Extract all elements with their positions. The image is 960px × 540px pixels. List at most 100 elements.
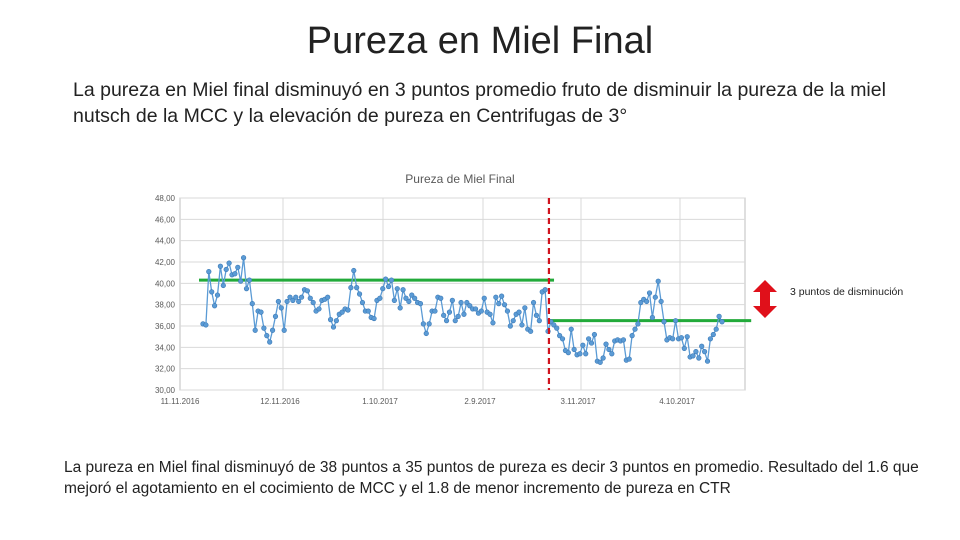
- data-point: [461, 311, 467, 317]
- data-point: [327, 317, 334, 323]
- data-point: [644, 298, 650, 305]
- data-point: [519, 322, 525, 328]
- data-point: [426, 321, 432, 327]
- data-point: [209, 289, 215, 295]
- data-point: [252, 327, 258, 333]
- data-point: [383, 276, 389, 282]
- data-point: [284, 298, 290, 305]
- data-point: [269, 327, 276, 333]
- data-point: [577, 351, 583, 357]
- data-point: [206, 268, 212, 275]
- data-point: [600, 355, 606, 361]
- data-point: [290, 297, 296, 303]
- data-point: [522, 305, 528, 311]
- data-point: [400, 287, 406, 293]
- data-point: [235, 264, 241, 270]
- data-point: [609, 351, 615, 357]
- data-point: [661, 319, 667, 325]
- data-point: [403, 295, 409, 301]
- data-point: [391, 297, 397, 303]
- double-arrow-icon: [753, 280, 777, 318]
- data-point: [238, 278, 244, 284]
- data-point: [354, 284, 360, 291]
- data-point: [629, 333, 635, 339]
- data-point: [571, 346, 577, 353]
- data-point: [261, 325, 267, 331]
- data-point: [325, 294, 331, 300]
- data-point: [481, 295, 487, 301]
- x-tick-label: 2.9.2017: [464, 397, 496, 406]
- data-point: [304, 288, 310, 294]
- decrease-annotation: 3 puntos de disminución: [790, 286, 904, 298]
- data-point: [501, 302, 508, 308]
- data-point: [638, 299, 644, 306]
- y-tick-label: 44,00: [155, 237, 176, 246]
- data-point: [226, 260, 232, 266]
- data-point: [443, 318, 450, 324]
- data-point: [620, 337, 627, 343]
- y-tick-label: 48,00: [155, 194, 176, 203]
- data-point: [699, 343, 705, 349]
- y-tick-label: 32,00: [155, 365, 176, 374]
- data-point: [310, 299, 316, 306]
- data-point: [696, 355, 702, 361]
- data-point: [371, 315, 377, 322]
- y-tick-label: 40,00: [155, 279, 176, 288]
- data-point: [240, 255, 247, 261]
- data-point: [223, 266, 229, 273]
- data-point: [348, 284, 354, 291]
- data-point: [719, 319, 725, 325]
- data-point: [487, 311, 493, 317]
- data-point: [377, 295, 383, 301]
- data-point: [365, 308, 371, 314]
- data-point: [359, 299, 366, 306]
- data-point: [264, 333, 270, 339]
- data-point: [673, 318, 679, 324]
- data-point: [449, 297, 455, 303]
- data-point: [681, 345, 687, 351]
- data-point: [246, 277, 252, 283]
- data-point: [345, 307, 351, 313]
- data-point: [307, 295, 313, 301]
- data-point: [591, 331, 598, 338]
- data-point: [536, 318, 542, 324]
- data-point: [493, 294, 499, 300]
- data-point: [533, 312, 540, 318]
- x-tick-label: 4.10.2017: [659, 397, 695, 406]
- data-point: [702, 349, 708, 355]
- data-point: [707, 336, 714, 342]
- data-point: [452, 318, 458, 324]
- data-point: [478, 308, 484, 314]
- data-point: [356, 291, 363, 297]
- data-point: [412, 295, 418, 301]
- data-point: [281, 327, 287, 333]
- data-point: [580, 342, 586, 348]
- data-point: [678, 335, 685, 341]
- data-point: [693, 349, 699, 355]
- x-tick-label: 12.11.2016: [260, 397, 300, 406]
- x-tick-label: 11.11.2016: [161, 397, 200, 406]
- data-point: [554, 325, 560, 331]
- data-point: [670, 336, 676, 342]
- data-point: [586, 336, 592, 342]
- data-point: [394, 286, 400, 292]
- data-point: [472, 306, 479, 312]
- data-point: [272, 313, 279, 319]
- data-point: [211, 303, 218, 309]
- data-point: [658, 298, 664, 305]
- data-point: [406, 298, 412, 305]
- conclusion-text: La pureza en Miel final disminuyó de 38 …: [64, 459, 919, 497]
- data-point: [530, 299, 537, 306]
- data-point: [565, 350, 571, 356]
- data-point: [351, 267, 357, 274]
- data-point: [455, 313, 461, 319]
- data-point: [417, 300, 424, 307]
- data-point: [504, 308, 511, 314]
- data-point: [597, 359, 603, 365]
- data-point: [652, 294, 658, 300]
- data-point: [441, 312, 447, 318]
- data-point: [716, 313, 722, 319]
- x-tick-label: 3.11.2017: [561, 397, 597, 406]
- data-point: [409, 292, 415, 298]
- y-tick-label: 34,00: [155, 343, 176, 352]
